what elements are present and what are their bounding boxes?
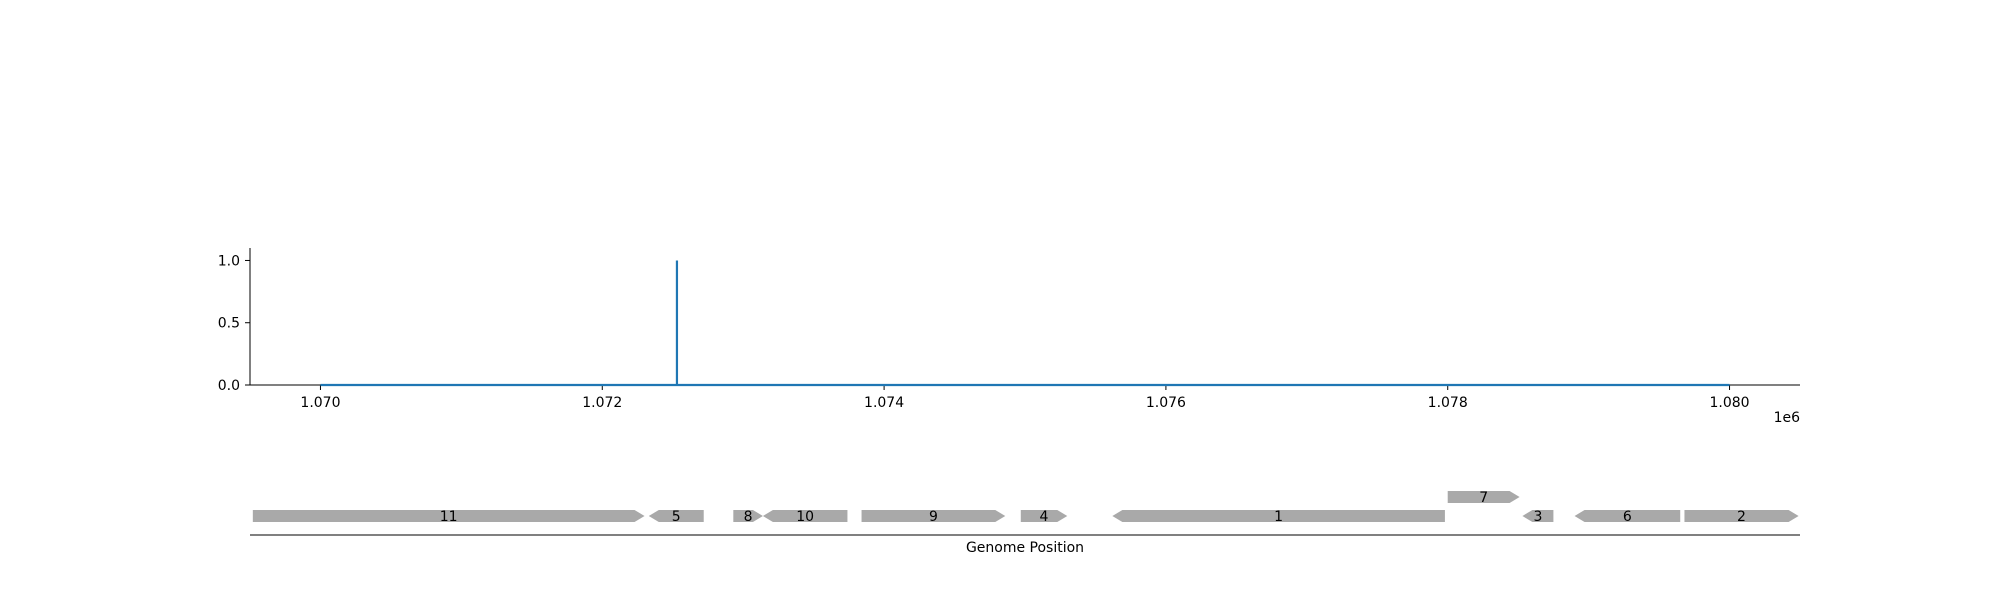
gene-label: 8 — [744, 509, 753, 525]
gene-arrow — [733, 510, 763, 522]
x-tick-label: 1.078 — [1428, 395, 1468, 411]
gene-arrow — [762, 510, 848, 522]
gene-arrow — [1574, 510, 1681, 522]
gene-arrow — [1112, 510, 1445, 522]
x-tick-label: 1.074 — [864, 395, 904, 411]
gene-arrow — [1020, 510, 1068, 522]
gene-arrow — [1447, 491, 1520, 503]
gene-label: 4 — [1040, 509, 1049, 525]
gene-label: 7 — [1479, 490, 1488, 506]
gene-label: 3 — [1533, 509, 1542, 525]
x-offset-label: 1e6 — [1774, 410, 1801, 426]
gene-label: 10 — [796, 509, 814, 525]
gene-label: 11 — [440, 509, 458, 525]
gene-label: 1 — [1274, 509, 1283, 525]
gene-label: 9 — [929, 509, 938, 525]
gene-arrow — [252, 510, 645, 522]
gene-arrow — [648, 510, 704, 522]
gene-track: 11 5 8 10 9 4 1 7 3 6 2 Genome Position — [250, 490, 1800, 556]
x-tick-label: 1.070 — [300, 395, 340, 411]
gene-label: 5 — [672, 509, 681, 525]
gene-label: 6 — [1623, 509, 1632, 525]
y-tick-label: 1.0 — [218, 253, 240, 269]
x-tick-label: 1.076 — [1146, 395, 1186, 411]
x-tick-label: 1.080 — [1709, 395, 1749, 411]
x-tick-label: 1.072 — [582, 395, 622, 411]
genome-axis-label: Genome Position — [966, 540, 1084, 556]
coverage-line — [320, 260, 1730, 387]
y-tick-label: 0.5 — [218, 316, 240, 332]
gene-label: 2 — [1737, 509, 1746, 525]
gene-arrow — [1684, 510, 1799, 522]
coverage-plot: 1.070 1.072 1.074 1.076 1.078 1.080 1e6 0.0 0.5 1… — [218, 248, 1800, 426]
gene-arrow — [1522, 510, 1554, 522]
y-tick-label: 0.0 — [218, 378, 240, 394]
gene-arrow — [861, 510, 1006, 522]
